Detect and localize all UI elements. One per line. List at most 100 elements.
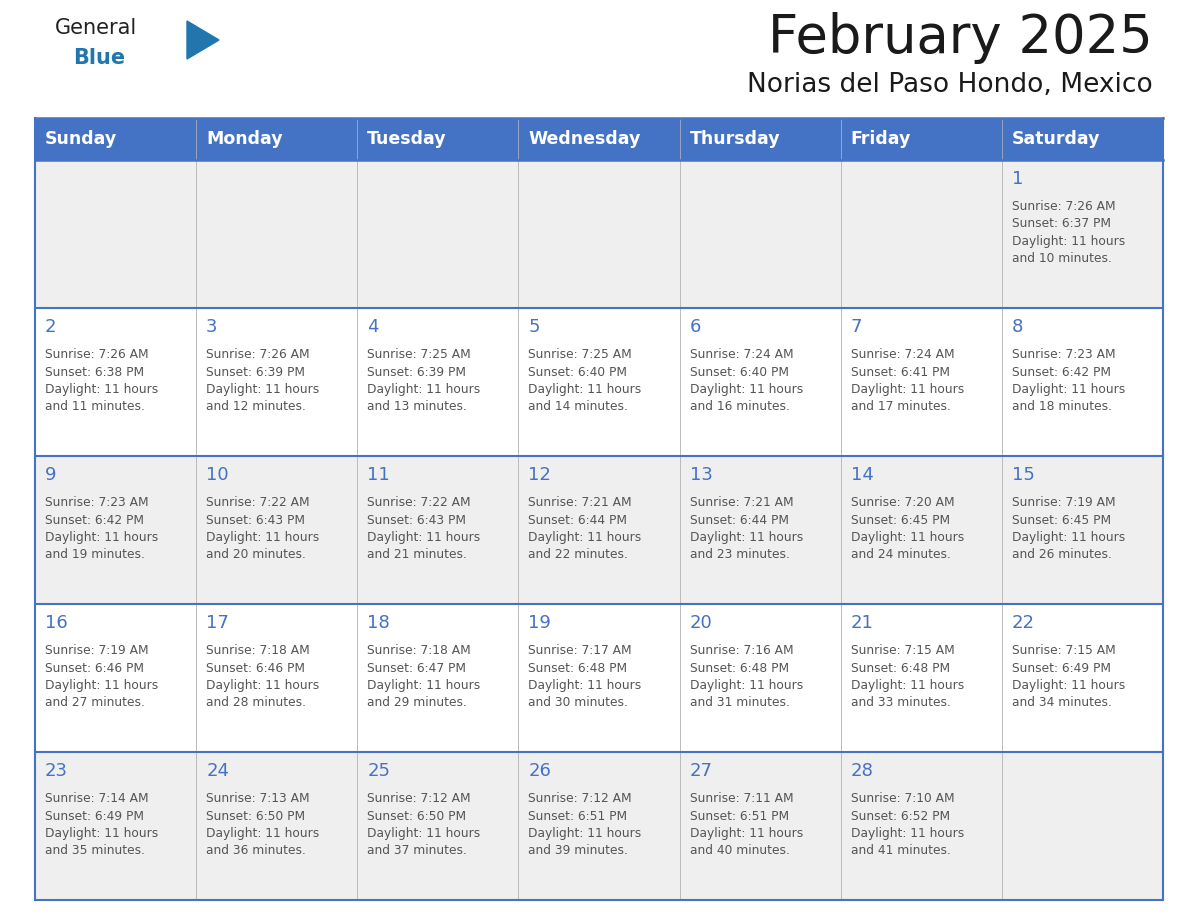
Text: 25: 25 [367, 762, 391, 780]
Text: Sunset: 6:43 PM: Sunset: 6:43 PM [207, 513, 305, 527]
Bar [680, 308, 841, 456]
Text: Daylight: 11 hours: Daylight: 11 hours [207, 679, 320, 692]
Text: Sunset: 6:40 PM: Sunset: 6:40 PM [689, 365, 789, 378]
Bar [196, 308, 358, 456]
Text: 19: 19 [529, 614, 551, 632]
Text: Sunset: 6:46 PM: Sunset: 6:46 PM [207, 662, 305, 675]
Text: Sunrise: 7:13 AM: Sunrise: 7:13 AM [207, 792, 310, 805]
Bar [1001, 118, 1163, 160]
Bar [1001, 160, 1163, 308]
Text: Daylight: 11 hours: Daylight: 11 hours [367, 679, 480, 692]
Text: Daylight: 11 hours: Daylight: 11 hours [529, 827, 642, 840]
Text: Sunrise: 7:19 AM: Sunrise: 7:19 AM [1012, 496, 1116, 509]
Text: Daylight: 11 hours: Daylight: 11 hours [689, 827, 803, 840]
Bar [358, 604, 518, 752]
Text: Sunset: 6:45 PM: Sunset: 6:45 PM [1012, 513, 1111, 527]
Text: Daylight: 11 hours: Daylight: 11 hours [1012, 531, 1125, 544]
Text: 26: 26 [529, 762, 551, 780]
Text: Daylight: 11 hours: Daylight: 11 hours [1012, 235, 1125, 248]
Text: Sunrise: 7:22 AM: Sunrise: 7:22 AM [367, 496, 470, 509]
Text: Daylight: 11 hours: Daylight: 11 hours [45, 531, 158, 544]
Text: and 13 minutes.: and 13 minutes. [367, 400, 467, 413]
Text: Sunrise: 7:25 AM: Sunrise: 7:25 AM [529, 348, 632, 361]
Text: Sunrise: 7:10 AM: Sunrise: 7:10 AM [851, 792, 954, 805]
Bar [518, 752, 680, 900]
Bar [841, 118, 1001, 160]
Text: Daylight: 11 hours: Daylight: 11 hours [1012, 383, 1125, 396]
Text: Saturday: Saturday [1012, 130, 1100, 148]
Text: and 28 minutes.: and 28 minutes. [207, 697, 307, 710]
Bar [841, 604, 1001, 752]
Bar [841, 308, 1001, 456]
Text: and 22 minutes.: and 22 minutes. [529, 548, 628, 562]
Text: Daylight: 11 hours: Daylight: 11 hours [207, 383, 320, 396]
Text: and 26 minutes.: and 26 minutes. [1012, 548, 1112, 562]
Text: Sunrise: 7:26 AM: Sunrise: 7:26 AM [45, 348, 148, 361]
Text: Sunset: 6:49 PM: Sunset: 6:49 PM [45, 810, 144, 823]
Text: Thursday: Thursday [689, 130, 781, 148]
Text: Daylight: 11 hours: Daylight: 11 hours [529, 531, 642, 544]
Text: and 23 minutes.: and 23 minutes. [689, 548, 790, 562]
Bar [518, 456, 680, 604]
Text: Sunrise: 7:15 AM: Sunrise: 7:15 AM [1012, 644, 1116, 657]
Polygon shape [187, 21, 219, 59]
Text: 5: 5 [529, 318, 539, 336]
Text: Norias del Paso Hondo, Mexico: Norias del Paso Hondo, Mexico [747, 72, 1154, 98]
Text: Tuesday: Tuesday [367, 130, 447, 148]
Text: and 36 minutes.: and 36 minutes. [207, 845, 307, 857]
Bar [358, 308, 518, 456]
Text: 27: 27 [689, 762, 713, 780]
Text: Daylight: 11 hours: Daylight: 11 hours [367, 531, 480, 544]
Text: 15: 15 [1012, 466, 1035, 484]
Text: and 18 minutes.: and 18 minutes. [1012, 400, 1112, 413]
Text: and 34 minutes.: and 34 minutes. [1012, 697, 1112, 710]
Text: 20: 20 [689, 614, 713, 632]
Text: Sunrise: 7:12 AM: Sunrise: 7:12 AM [367, 792, 470, 805]
Text: Daylight: 11 hours: Daylight: 11 hours [529, 383, 642, 396]
Text: Sunrise: 7:23 AM: Sunrise: 7:23 AM [1012, 348, 1116, 361]
Text: Sunrise: 7:16 AM: Sunrise: 7:16 AM [689, 644, 794, 657]
Bar [518, 118, 680, 160]
Text: 6: 6 [689, 318, 701, 336]
Text: Daylight: 11 hours: Daylight: 11 hours [45, 679, 158, 692]
Text: Sunrise: 7:18 AM: Sunrise: 7:18 AM [207, 644, 310, 657]
Bar [358, 160, 518, 308]
Text: Sunrise: 7:23 AM: Sunrise: 7:23 AM [45, 496, 148, 509]
Text: 23: 23 [45, 762, 68, 780]
Text: Daylight: 11 hours: Daylight: 11 hours [529, 679, 642, 692]
Bar [680, 160, 841, 308]
Text: Blue: Blue [72, 48, 125, 68]
Text: Sunset: 6:44 PM: Sunset: 6:44 PM [689, 513, 789, 527]
Text: Sunset: 6:37 PM: Sunset: 6:37 PM [1012, 218, 1111, 230]
Text: and 20 minutes.: and 20 minutes. [207, 548, 307, 562]
Text: and 40 minutes.: and 40 minutes. [689, 845, 790, 857]
Bar [841, 456, 1001, 604]
Bar [680, 604, 841, 752]
Text: Sunset: 6:39 PM: Sunset: 6:39 PM [367, 365, 466, 378]
Bar [34, 456, 196, 604]
Bar [1001, 308, 1163, 456]
Text: Sunset: 6:51 PM: Sunset: 6:51 PM [529, 810, 627, 823]
Text: 12: 12 [529, 466, 551, 484]
Text: General: General [55, 18, 138, 38]
Text: and 30 minutes.: and 30 minutes. [529, 697, 628, 710]
Bar [841, 752, 1001, 900]
Text: 1: 1 [1012, 170, 1023, 188]
Text: Sunrise: 7:25 AM: Sunrise: 7:25 AM [367, 348, 470, 361]
Bar [680, 456, 841, 604]
Text: Wednesday: Wednesday [529, 130, 640, 148]
Text: Daylight: 11 hours: Daylight: 11 hours [1012, 679, 1125, 692]
Text: 2: 2 [45, 318, 57, 336]
Text: Sunset: 6:48 PM: Sunset: 6:48 PM [689, 662, 789, 675]
Bar [680, 118, 841, 160]
Bar [358, 752, 518, 900]
Text: Friday: Friday [851, 130, 911, 148]
Text: Monday: Monday [207, 130, 283, 148]
Text: Sunset: 6:51 PM: Sunset: 6:51 PM [689, 810, 789, 823]
Text: Daylight: 11 hours: Daylight: 11 hours [851, 827, 963, 840]
Text: 16: 16 [45, 614, 68, 632]
Text: 17: 17 [207, 614, 229, 632]
Bar [1001, 604, 1163, 752]
Text: Daylight: 11 hours: Daylight: 11 hours [367, 827, 480, 840]
Bar [196, 752, 358, 900]
